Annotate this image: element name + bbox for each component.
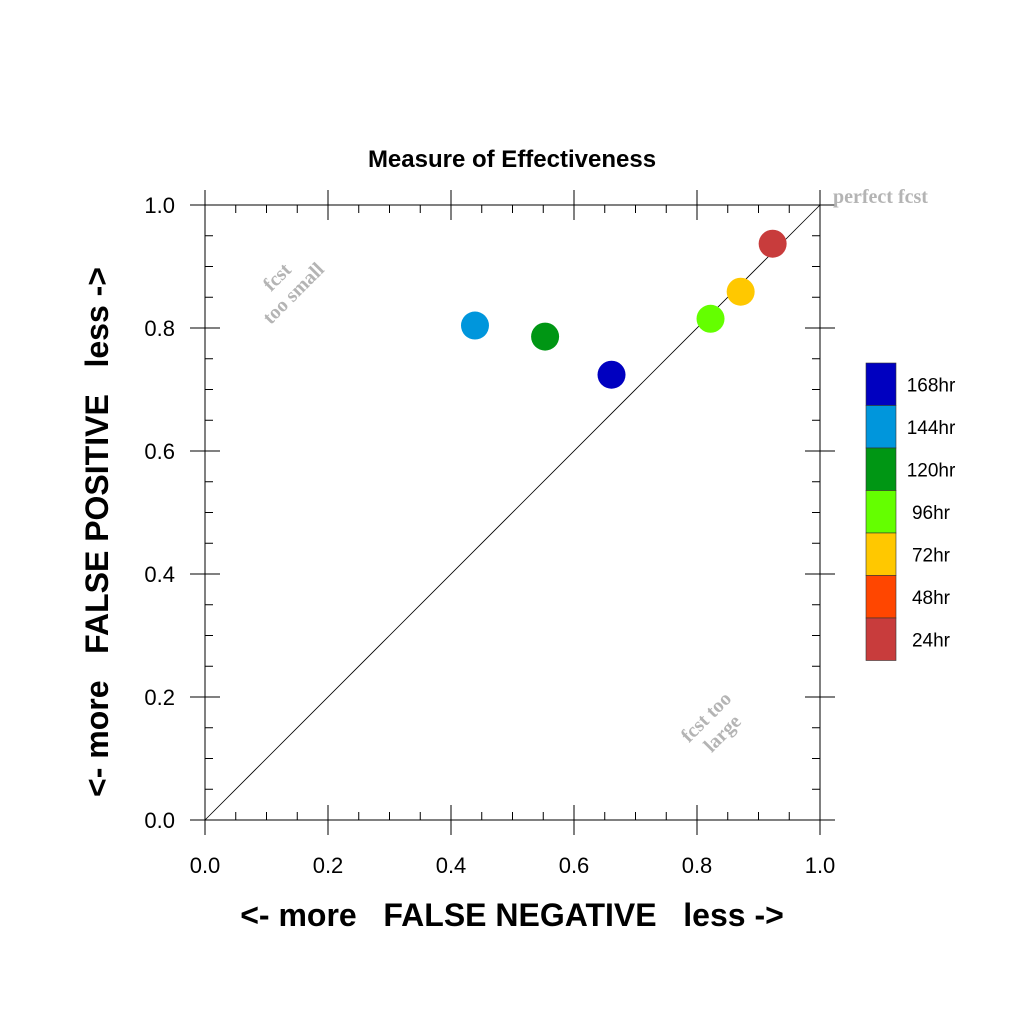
legend-label-96hr: 96hr [912, 503, 951, 524]
point-24hr [758, 229, 787, 258]
legend-swatch-72hr [865, 532, 897, 576]
point-144hr [460, 311, 489, 340]
legend: 168hr 144hr 120hr 96hr 72hr 48hr 24hr [865, 362, 956, 661]
legend-swatch-48hr [865, 575, 897, 619]
legend-label-48hr: 48hr [912, 588, 951, 609]
x-tick-label: 0.6 [559, 853, 590, 878]
x-tick-label: 0.2 [313, 853, 344, 878]
legend-label-72hr: 72hr [912, 545, 951, 566]
y-tick-label: 0.2 [144, 685, 175, 710]
legend-swatch-120hr [865, 447, 897, 491]
point-168hr [597, 360, 626, 389]
y-tick-label: 1.0 [144, 193, 175, 218]
point-120hr [531, 322, 560, 351]
annotation-perfect-fcst: perfect fcst [833, 186, 928, 208]
x-tick-label: 0.4 [436, 853, 467, 878]
legend-swatch-96hr [865, 490, 897, 534]
legend-label-120hr: 120hr [907, 460, 956, 481]
chart-title: Measure of Effectiveness [368, 146, 656, 173]
legend-swatch-24hr [865, 617, 897, 661]
data-points [460, 229, 787, 389]
y-tick-label: 0.4 [144, 562, 175, 587]
x-tick-label: 1.0 [805, 853, 836, 878]
axis-tick-labels: 0.0 0.2 0.4 0.6 0.8 1.0 0.0 0.2 0.4 0.6 0.8 1.0 [144, 193, 835, 878]
point-96hr [696, 304, 725, 333]
legend-label-144hr: 144hr [907, 418, 956, 439]
axis-ticks [190, 190, 835, 835]
y-axis-label: <- more FALSE POSITIVE less -> [79, 267, 115, 797]
legend-label-24hr: 24hr [912, 630, 951, 651]
x-axis-label: <- more FALSE NEGATIVE less -> [240, 897, 784, 933]
point-72hr [726, 277, 755, 306]
annotation-too-small: fcst too small [259, 258, 329, 328]
x-tick-label: 0.0 [190, 853, 221, 878]
legend-swatch-144hr [865, 405, 897, 449]
legend-label-168hr: 168hr [907, 375, 956, 396]
x-tick-label: 0.8 [682, 853, 713, 878]
y-tick-label: 0.8 [144, 316, 175, 341]
y-tick-label: 0.0 [144, 808, 175, 833]
legend-swatch-168hr [865, 362, 897, 406]
annotation-too-large: fcst too large [677, 688, 746, 757]
y-tick-label: 0.6 [144, 439, 175, 464]
